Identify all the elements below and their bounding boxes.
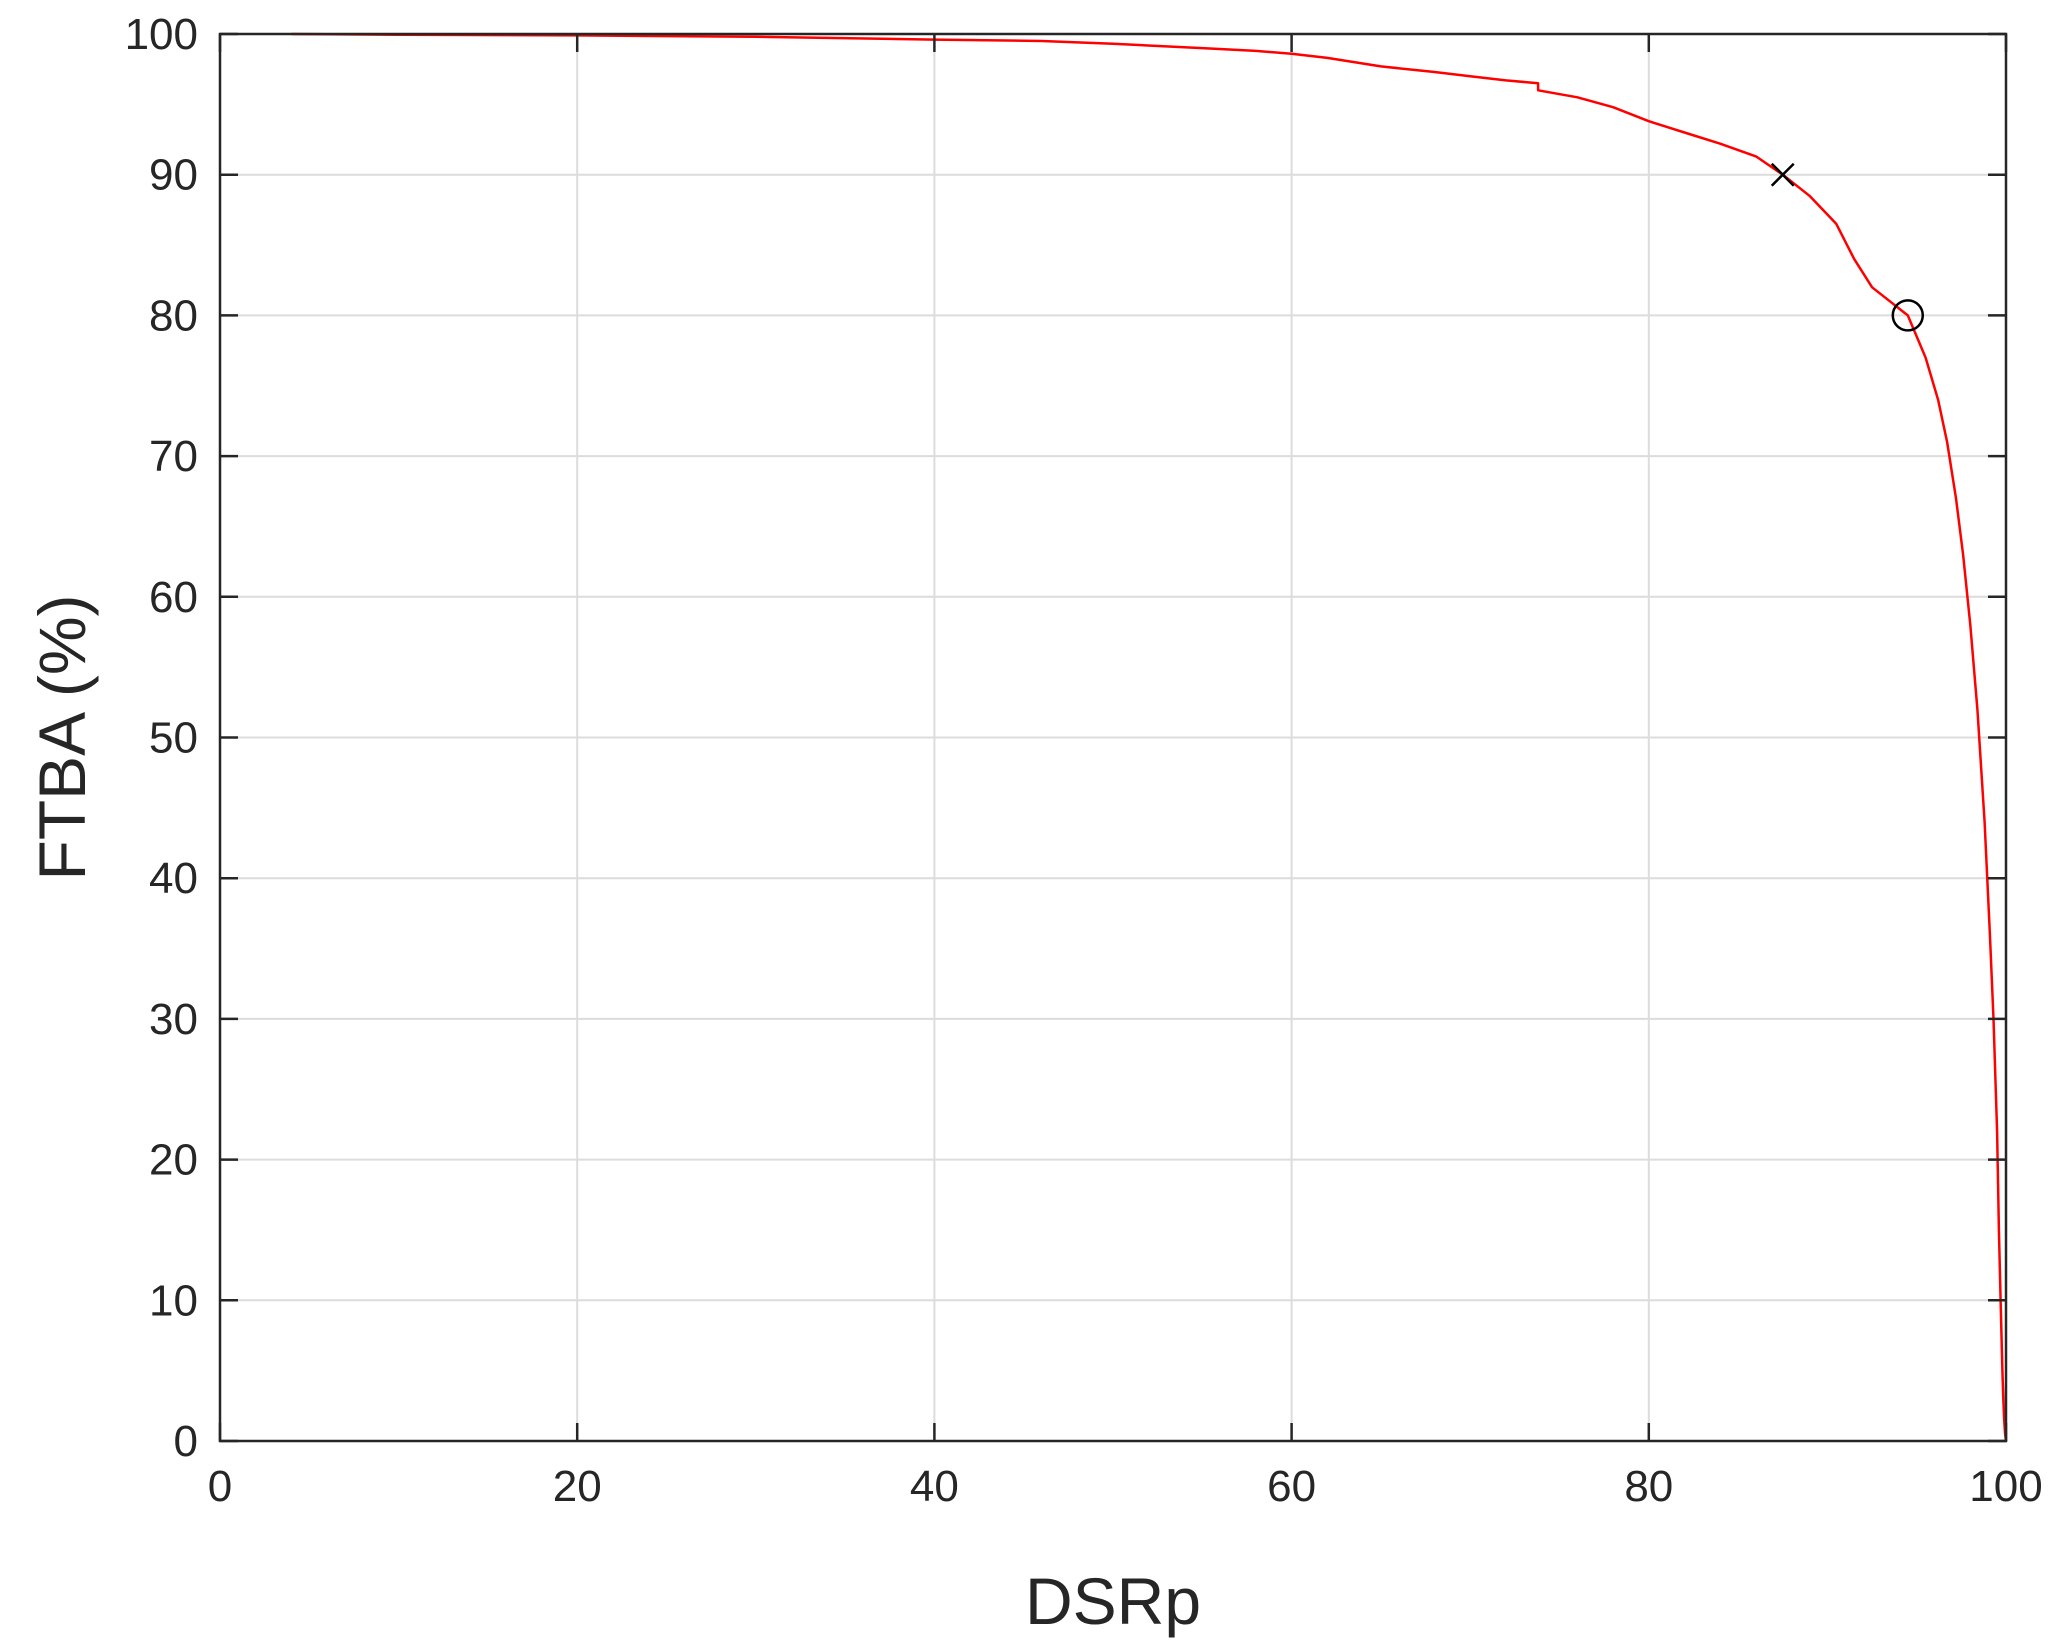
- x-tick-label: 60: [1267, 1462, 1316, 1511]
- y-tick-label: 30: [149, 995, 198, 1044]
- x-tick-label: 0: [208, 1462, 232, 1511]
- x-tick-label: 40: [910, 1462, 959, 1511]
- x-axis-title: DSRp: [1025, 1564, 1201, 1638]
- y-tick-label: 80: [149, 291, 198, 340]
- marker-layer: [1770, 162, 1925, 332]
- axes: [218, 32, 2008, 1443]
- y-tick-label: 100: [125, 10, 198, 59]
- x-tick-label: 100: [1969, 1462, 2042, 1511]
- y-tick-label: 0: [174, 1417, 198, 1466]
- y-tick-label: 20: [149, 1136, 198, 1185]
- y-tick-label: 60: [149, 573, 198, 622]
- x-tick-label: 80: [1624, 1462, 1673, 1511]
- y-tick-label: 40: [149, 854, 198, 903]
- series-layer: [291, 32, 2008, 1442]
- y-axis-title: FTBA (%): [25, 594, 99, 880]
- y-tick-label: 90: [149, 151, 198, 200]
- marker-cross-stroke-b: [1770, 162, 1795, 187]
- marker-circle: [1891, 299, 1925, 332]
- tick-labels: 0 20 40 60 80 100 0 10 20 30 40 50 60 70 80 90 100: [125, 10, 2043, 1511]
- series-line-0: [291, 32, 2008, 1442]
- marker-cross: [1770, 162, 1795, 187]
- y-tick-label: 10: [149, 1276, 198, 1325]
- x-tick-label: 20: [553, 1462, 602, 1511]
- y-tick-label: 50: [149, 714, 198, 763]
- y-tick-label: 70: [149, 432, 198, 481]
